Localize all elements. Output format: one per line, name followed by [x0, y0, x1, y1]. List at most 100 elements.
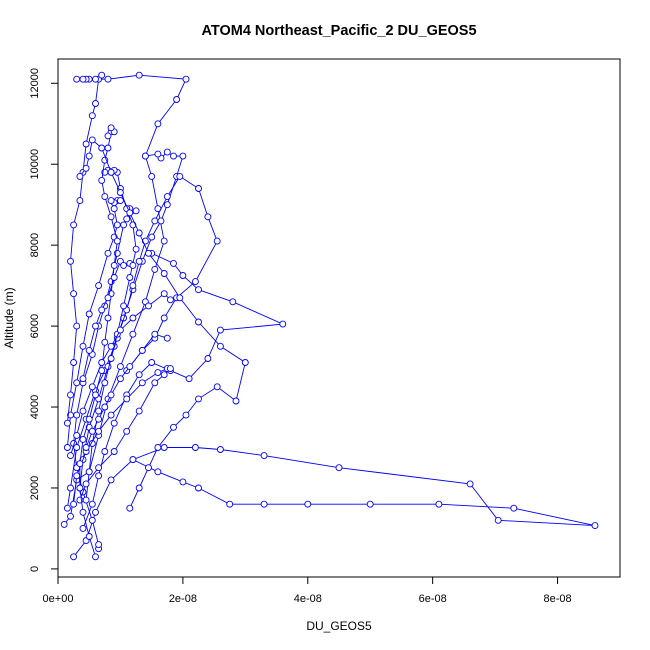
data-point — [126, 363, 134, 371]
data-point — [170, 152, 177, 160]
series-12 — [76, 136, 249, 512]
data-point — [79, 75, 87, 83]
plot-frame — [57, 58, 621, 578]
data-point — [85, 346, 93, 354]
data-point — [79, 407, 87, 415]
data-point — [107, 411, 115, 419]
data-point — [107, 197, 115, 205]
data-point — [195, 318, 202, 326]
data-point — [88, 516, 96, 524]
data-point — [151, 265, 159, 273]
data-point — [166, 365, 174, 373]
data-point — [92, 322, 99, 330]
data-point — [123, 395, 131, 403]
data-point — [510, 504, 518, 512]
data-point — [92, 75, 99, 83]
data-point — [157, 217, 165, 225]
data-point — [73, 472, 81, 480]
data-point — [70, 553, 78, 561]
series-line — [73, 447, 596, 558]
data-point — [163, 334, 171, 342]
data-point — [132, 207, 140, 215]
x-axis: 0e+00 2e-08 4e-08 6e-08 8e-08 — [43, 576, 572, 605]
data-point — [73, 379, 81, 387]
data-point — [145, 464, 152, 472]
data-point — [123, 427, 131, 435]
data-point — [182, 75, 190, 83]
series-line — [63, 74, 187, 525]
data-point — [79, 375, 87, 383]
data-point — [241, 359, 249, 366]
data-point — [145, 249, 152, 257]
series-line — [82, 252, 285, 529]
data-point — [95, 464, 103, 472]
data-point — [70, 359, 78, 366]
data-point — [116, 326, 124, 334]
data-point — [85, 310, 93, 318]
data-point — [154, 444, 162, 451]
data-point — [154, 120, 162, 128]
data-point — [229, 298, 237, 306]
data-point — [79, 524, 87, 532]
data-point — [494, 516, 502, 524]
data-point — [129, 456, 137, 464]
data-point — [160, 444, 168, 451]
data-point — [76, 460, 84, 468]
data-point — [107, 124, 115, 132]
y-tick-label: 12000 — [29, 68, 41, 99]
data-point — [151, 379, 159, 387]
data-point — [88, 440, 96, 447]
data-point — [95, 541, 103, 549]
data-point — [98, 176, 106, 184]
data-point — [466, 480, 474, 488]
data-point — [88, 427, 96, 435]
data-point — [76, 484, 84, 492]
data-point — [85, 468, 93, 476]
data-point — [176, 294, 184, 302]
series-11 — [63, 71, 106, 427]
data-point — [70, 290, 78, 298]
data-point — [88, 383, 96, 391]
data-point — [88, 136, 96, 144]
data-point — [191, 444, 199, 451]
data-point — [182, 411, 190, 419]
data-point — [120, 302, 128, 310]
data-point — [67, 257, 74, 265]
data-point — [73, 322, 81, 330]
data-point — [107, 355, 115, 362]
data-point — [154, 369, 162, 377]
x-tick-label: 4e-08 — [294, 593, 322, 605]
y-tick-label: 6000 — [29, 314, 41, 338]
data-point — [79, 435, 87, 443]
series-line — [85, 333, 168, 448]
data-point — [104, 249, 112, 257]
data-point — [216, 326, 224, 334]
data-point — [70, 500, 78, 508]
data-point — [116, 363, 124, 371]
data-point — [98, 359, 106, 366]
data-point — [82, 444, 90, 451]
data-point — [95, 282, 103, 290]
data-point — [160, 270, 168, 277]
data-point — [113, 221, 121, 229]
x-tick-label: 2e-08 — [169, 593, 197, 605]
data-point — [92, 508, 99, 516]
data-point — [166, 296, 174, 304]
data-point — [67, 411, 74, 419]
data-point — [92, 100, 99, 107]
data-point — [63, 444, 71, 451]
data-point — [135, 229, 143, 237]
data-point — [67, 512, 74, 520]
data-point — [60, 520, 68, 528]
data-point — [163, 201, 171, 209]
data-point — [98, 71, 106, 79]
data-point — [85, 415, 93, 423]
data-point — [195, 286, 202, 294]
data-point — [104, 144, 112, 152]
x-tick-label: 0e+00 — [43, 593, 74, 605]
data-point — [135, 484, 143, 492]
data-point — [216, 342, 224, 350]
series-9 — [70, 365, 174, 508]
x-tick-label: 6e-08 — [419, 593, 447, 605]
data-point — [179, 272, 187, 279]
